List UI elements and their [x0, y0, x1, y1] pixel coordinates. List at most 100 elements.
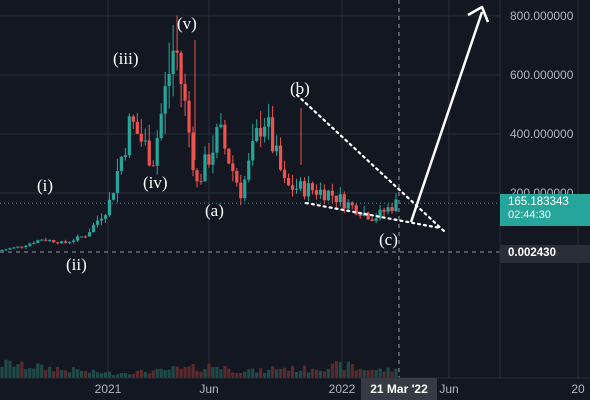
volume-bar	[338, 362, 342, 378]
x-tick-label: Jun	[439, 382, 458, 396]
volume-bar	[179, 368, 183, 378]
projection-arrow-head	[467, 5, 490, 23]
candle-body	[36, 240, 40, 243]
candle-body	[44, 239, 48, 241]
candle-body	[123, 155, 127, 157]
volume-bar	[239, 373, 243, 378]
last-price-value: 165.183343	[508, 196, 569, 208]
candle-body	[64, 241, 68, 243]
volume-bar	[8, 360, 12, 378]
volume-bar	[219, 369, 223, 378]
candle-body	[135, 121, 139, 134]
volume-bar	[12, 366, 16, 378]
y-tick-label: 800.000000	[510, 9, 574, 23]
volume-bar	[99, 373, 104, 378]
candle-body	[386, 207, 390, 212]
volume-bar	[191, 364, 195, 378]
volume-bar	[155, 368, 159, 378]
volume-bar	[187, 366, 191, 378]
candle-body	[282, 169, 287, 178]
x-tick-label: 20	[571, 382, 585, 396]
volume-bar	[294, 371, 299, 378]
volume-bar	[175, 366, 179, 378]
volume-bar	[20, 361, 24, 378]
volume-bar	[286, 370, 291, 378]
volume-bar	[87, 372, 92, 378]
candle-body	[20, 246, 24, 248]
volume-bar	[251, 368, 255, 378]
candle-body	[243, 179, 247, 199]
volume-bar	[68, 372, 72, 378]
candle-body	[322, 189, 326, 201]
candle-body	[390, 207, 394, 212]
wave-label-ii: (ii)	[66, 255, 87, 274]
candle-body	[207, 154, 211, 165]
volume-bar	[143, 371, 147, 378]
volume-bar	[0, 366, 4, 378]
volume-bar	[350, 364, 354, 378]
volume-bar	[259, 368, 263, 378]
candle-body	[175, 50, 179, 53]
volume-bar	[64, 370, 68, 378]
volume-bar	[271, 366, 275, 378]
volume-bar	[159, 368, 163, 378]
candle-body	[263, 126, 267, 137]
volume-bar	[330, 363, 334, 378]
candle-body	[167, 74, 171, 87]
candle-body	[227, 148, 231, 164]
candle-body	[179, 52, 183, 84]
wave-label-a: (a)	[205, 201, 224, 220]
volume-bar	[56, 366, 60, 378]
candle-body	[159, 113, 163, 139]
candle-body	[147, 140, 151, 166]
candle-body	[223, 124, 227, 149]
volume-bar	[298, 370, 303, 378]
volume-bar	[247, 369, 251, 378]
volume-bar	[111, 374, 116, 378]
candle-body	[139, 133, 143, 142]
candle-body	[358, 214, 362, 216]
volume-bar	[48, 366, 52, 378]
volume-bar	[127, 374, 131, 378]
candle-body	[239, 182, 243, 199]
crosshair-date-label: 21 Mar '22	[361, 378, 437, 400]
candle-body	[111, 192, 116, 200]
candle-body	[306, 183, 311, 197]
volume-bar	[183, 366, 187, 378]
projection-arrow-shaft	[409, 11, 484, 223]
volume-bar	[135, 370, 139, 378]
volume-bar	[91, 369, 96, 378]
last-price-badge: 165.183343 02:44:30	[500, 194, 590, 226]
volume-bar	[275, 369, 279, 378]
candle-body	[290, 185, 295, 190]
candle-body	[155, 138, 159, 166]
volume-bar	[195, 370, 199, 378]
volume-bar	[16, 364, 20, 378]
volume-bar	[354, 370, 358, 378]
volume-bar	[227, 368, 231, 378]
volume-bar	[374, 369, 378, 378]
volume-bar	[223, 365, 227, 378]
candle-body	[171, 50, 175, 75]
volume-bar	[52, 371, 56, 378]
candle-body	[195, 170, 199, 182]
wave-label-iii: (iii)	[113, 49, 139, 68]
crosshair-price-badge: 0.002430	[500, 245, 590, 263]
volume-bar	[362, 370, 366, 378]
volume-bar	[103, 372, 108, 378]
wedge-lower-line	[304, 201, 442, 230]
candle-body	[314, 190, 319, 195]
grid-lines	[0, 0, 579, 378]
volume-bar	[107, 371, 112, 378]
volume-bar	[207, 363, 211, 378]
candle-body	[310, 183, 315, 191]
volume-bar	[32, 368, 36, 378]
volume-bar	[366, 370, 370, 378]
candle-body	[8, 248, 12, 250]
trendline-annotations	[0, 0, 500, 378]
volume-bar	[83, 370, 88, 378]
candle-body	[68, 241, 72, 243]
candle-body	[12, 247, 16, 249]
wave-label-iv: (iv)	[143, 173, 168, 192]
